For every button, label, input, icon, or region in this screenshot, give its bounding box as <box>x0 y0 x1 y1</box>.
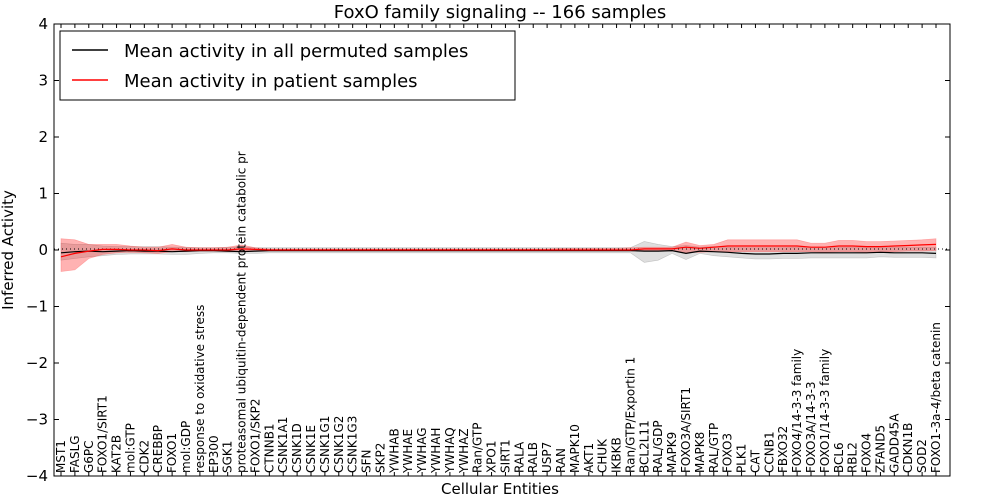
x-tick-label: FOXO1 <box>165 433 179 473</box>
y-tick-label: 2 <box>38 128 48 146</box>
x-tick-label: CHUK <box>596 438 610 473</box>
x-tick-label: Ran/GTP <box>471 423 485 474</box>
x-tick-label: FOXO4/14-3-3 family <box>790 349 804 473</box>
x-tick-label: YWHAE <box>401 429 415 474</box>
x-tick-label: SOD2 <box>915 439 929 473</box>
x-tick-label: RALB <box>526 442 540 473</box>
y-tick-label: −4 <box>26 467 48 485</box>
x-tick-label: RALA <box>512 441 526 473</box>
x-tick-label: BCL2L11 <box>637 420 651 473</box>
legend-box <box>59 30 516 101</box>
legend-label-patient: Mean activity in patient samples <box>124 71 418 92</box>
x-tick-label: CDKN1B <box>901 423 915 473</box>
x-tick-label: FOXO1/14-3-3 family <box>818 349 832 473</box>
x-tick-label: MAPK8 <box>693 432 707 473</box>
x-tick-label: FOXO1/SIRT1 <box>96 395 110 473</box>
x-tick-label: XPO1 <box>485 440 499 473</box>
legend-label-permuted: Mean activity in all permuted samples <box>124 41 468 62</box>
x-tick-label: CTNNB1 <box>262 423 276 473</box>
x-axis: MST1 FASLG G6PC FOXO1/SIRT1 KAT2B mol:GTP CDK2… <box>54 24 943 476</box>
x-tick-label: SFN <box>360 450 374 474</box>
x-tick-label: MST1 <box>54 440 68 473</box>
x-tick-label: YWHAQ <box>443 427 457 474</box>
x-tick-label: CCNB1 <box>762 431 776 473</box>
x-tick-label: CSNK1G1 <box>318 416 332 473</box>
series-lines <box>60 243 937 258</box>
x-tick-label: YWHAH <box>429 428 443 474</box>
x-tick-label: G6PC <box>82 440 96 473</box>
x-tick-label: CSNK1E <box>304 425 318 473</box>
x-tick-label: KAT2B <box>110 435 124 473</box>
x-tick-label: ZFAND5 <box>873 425 887 473</box>
x-tick-label: CSNK1D <box>290 423 304 473</box>
x-tick-label: RBL2 <box>846 442 860 473</box>
x-tick-label: FOXO4 <box>860 433 874 473</box>
x-tick-label: response to oxidative stress <box>193 305 207 473</box>
x-tick-label: FOXO3 <box>721 433 735 473</box>
band-permuted <box>60 241 937 263</box>
x-tick-label: mol:GTP <box>123 423 137 473</box>
y-tick-label: 3 <box>38 72 48 90</box>
y-tick-label: −1 <box>26 298 48 316</box>
x-tick-label: YWHAZ <box>457 428 471 474</box>
y-tick-label: 0 <box>38 241 48 259</box>
x-tick-label: GADD45A <box>887 413 901 473</box>
x-axis-label: Cellular Entities <box>441 480 559 498</box>
x-tick-label: FOXO3A/14-3-3 <box>804 381 818 473</box>
x-tick-label: YWHAG <box>415 427 429 474</box>
x-tick-label: FOXO1-3a-4/beta catenin <box>929 322 943 473</box>
x-tick-label: mol:GDP <box>179 421 193 473</box>
y-axis-label: Inferred Activity <box>0 190 17 310</box>
x-tick-label: CSNK1G3 <box>346 416 360 473</box>
x-tick-label: PLK1 <box>735 444 749 473</box>
y-tick-label: 4 <box>38 15 48 33</box>
confidence-bands <box>60 238 937 272</box>
series-line-patient <box>60 243 937 258</box>
x-tick-label: YWHAB <box>387 428 401 474</box>
y-tick-label: −3 <box>26 411 48 429</box>
x-tick-label: CAT <box>748 449 762 473</box>
x-tick-label: SIRT1 <box>498 439 512 473</box>
x-tick-label: RAN <box>554 448 568 473</box>
y-tick-label: −2 <box>26 354 48 372</box>
x-tick-label: MAPK9 <box>665 432 679 473</box>
x-tick-label: Ran/GTP/Exportin 1 <box>623 357 637 473</box>
x-tick-label: SGK1 <box>221 441 235 473</box>
x-tick-label: FOXO1/SKP2 <box>248 398 262 473</box>
x-tick-label: RAL/GTP <box>707 423 721 473</box>
x-tick-label: USP7 <box>540 442 554 473</box>
y-axis: −4 −3 −2 −1 0 1 2 3 4 <box>26 15 950 485</box>
x-tick-label: SKP2 <box>373 443 387 473</box>
x-tick-label: AKT1 <box>582 443 596 473</box>
chart-title: FoxO family signaling -- 166 samples <box>334 2 666 23</box>
x-tick-label: CDK2 <box>137 440 151 473</box>
x-tick-label: MAPK10 <box>568 424 582 473</box>
x-tick-label: FASLG <box>68 435 82 473</box>
x-tick-label: proteasomal ubiquitin-dependent protein … <box>235 151 249 473</box>
legend: Mean activity in all permuted samples Me… <box>59 30 516 101</box>
x-tick-label: IKBKB <box>610 437 624 473</box>
y-tick-label: 1 <box>38 185 48 203</box>
x-tick-label: FOXO3A/SIRT1 <box>679 387 693 473</box>
x-tick-label: CREBBP <box>151 425 165 473</box>
x-tick-label: BCL6 <box>832 442 846 473</box>
x-tick-label: EP300 <box>207 435 221 473</box>
x-tick-label: FBXO32 <box>776 426 790 473</box>
x-tick-label: RAL/GDP <box>651 420 665 473</box>
x-tick-label: CSNK1A1 <box>276 417 290 473</box>
x-tick-label: CSNK1G2 <box>332 416 346 473</box>
